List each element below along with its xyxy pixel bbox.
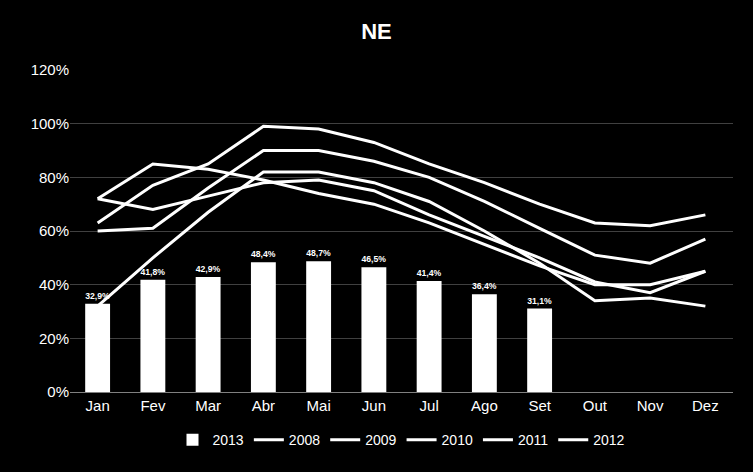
svg-text:Jul: Jul <box>420 397 439 414</box>
svg-text:2011: 2011 <box>518 432 548 448</box>
svg-text:Jun: Jun <box>362 397 386 414</box>
svg-text:48,4%: 48,4% <box>251 249 276 259</box>
svg-text:32,9%: 32,9% <box>85 291 110 301</box>
svg-text:Mai: Mai <box>307 397 331 414</box>
svg-text:2012: 2012 <box>593 432 624 448</box>
svg-text:60%: 60% <box>39 222 69 239</box>
svg-text:40%: 40% <box>39 276 69 293</box>
svg-text:Mar: Mar <box>195 397 221 414</box>
svg-text:NE: NE <box>361 19 392 44</box>
svg-text:2010: 2010 <box>442 432 473 448</box>
svg-text:80%: 80% <box>39 169 69 186</box>
svg-text:2013: 2013 <box>213 432 244 448</box>
svg-text:42,9%: 42,9% <box>196 264 221 274</box>
svg-text:48,7%: 48,7% <box>306 248 331 258</box>
svg-text:46,5%: 46,5% <box>361 254 386 264</box>
svg-text:Ago: Ago <box>471 397 498 414</box>
svg-text:41,8%: 41,8% <box>140 267 165 277</box>
svg-text:31,1%: 31,1% <box>527 296 552 306</box>
svg-text:0%: 0% <box>47 383 69 400</box>
svg-text:Abr: Abr <box>252 397 275 414</box>
svg-text:41,4%: 41,4% <box>417 268 442 278</box>
svg-text:Set: Set <box>528 397 551 414</box>
svg-text:20%: 20% <box>39 330 69 347</box>
svg-text:Jan: Jan <box>86 397 110 414</box>
svg-text:Out: Out <box>583 397 608 414</box>
svg-text:120%: 120% <box>31 61 69 78</box>
svg-text:Dez: Dez <box>692 397 719 414</box>
svg-text:Fev: Fev <box>140 397 166 414</box>
svg-text:2009: 2009 <box>365 432 396 448</box>
svg-text:36,4%: 36,4% <box>472 281 497 291</box>
svg-text:Nov: Nov <box>637 397 664 414</box>
svg-text:100%: 100% <box>31 115 69 132</box>
svg-text:2008: 2008 <box>289 432 320 448</box>
